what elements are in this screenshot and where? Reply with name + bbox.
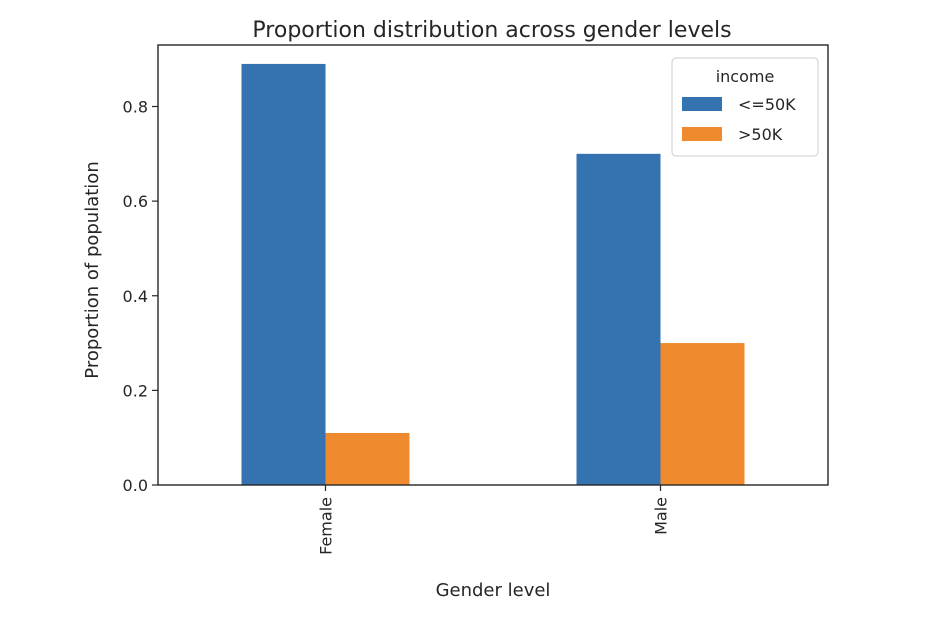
legend-label-gt50k: >50K (738, 125, 783, 144)
bar-male-le50k (576, 153, 661, 485)
y-tick-label: 0.2 (123, 381, 148, 400)
legend-swatch-le50k (682, 97, 722, 111)
legend-swatch-gt50k (682, 127, 722, 141)
x-tick-label-male: Male (652, 497, 671, 535)
legend-title: income (716, 67, 775, 86)
bars-group (241, 63, 745, 485)
x-axis-label: Gender level (436, 580, 551, 601)
bar-female-gt50k (325, 432, 410, 485)
plot-frame (157, 44, 829, 486)
legend-label-le50k: <=50K (738, 95, 796, 114)
bar-male-gt50k (660, 343, 745, 485)
legend: income <=50K >50K (671, 57, 819, 157)
y-tick-label: 0.8 (123, 98, 148, 117)
y-tick-label: 0.0 (123, 476, 148, 495)
chart-title: Proportion distribution across gender le… (252, 18, 731, 43)
x-axis-ticks: Female Male (317, 485, 671, 555)
y-tick-label: 0.4 (123, 287, 148, 306)
bar-female-le50k (241, 63, 326, 485)
y-axis-ticks: 0.0 0.2 0.4 0.6 0.8 (123, 98, 158, 495)
x-tick-label-female: Female (317, 497, 336, 555)
y-tick-label: 0.6 (123, 192, 148, 211)
y-axis-label: Proportion of population (82, 161, 103, 378)
